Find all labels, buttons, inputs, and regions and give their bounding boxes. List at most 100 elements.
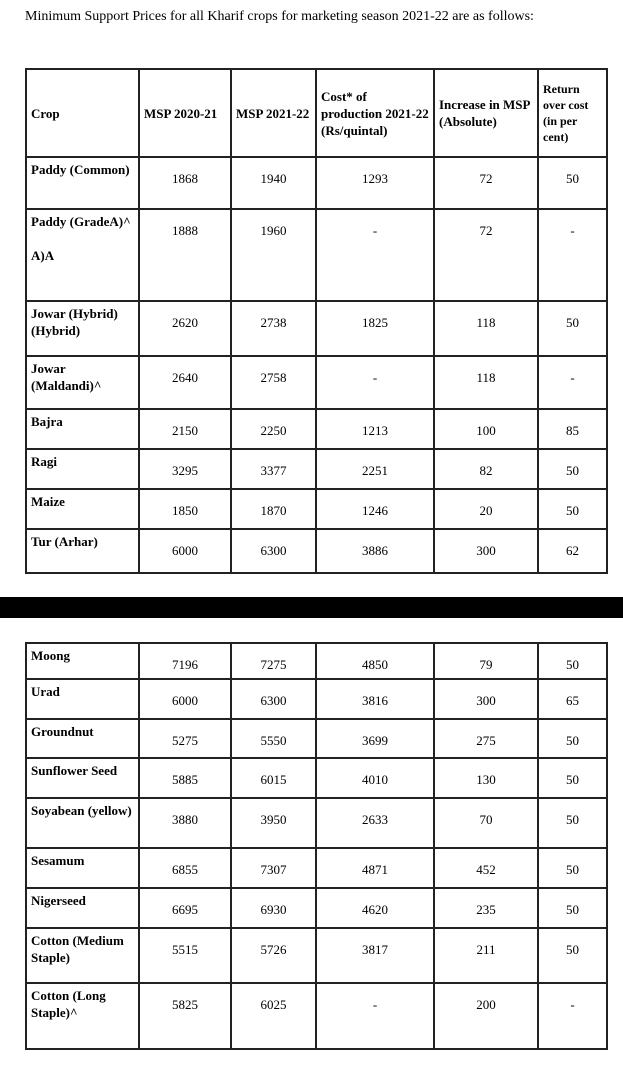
value-cell: -	[537, 982, 608, 1050]
table-row: Nigerseed 6695 6930 4620 235 50	[25, 887, 608, 929]
value-cell: 118	[433, 300, 539, 357]
value-cell: 50	[537, 156, 608, 210]
value-cell: 6300	[230, 528, 317, 574]
value-cell: 82	[433, 448, 539, 490]
value-cell: 50	[537, 718, 608, 759]
value-cell: 6000	[138, 678, 232, 720]
table-row: Tur (Arhar) 6000 6300 3886 300 62	[25, 528, 608, 574]
value-cell: 7196	[138, 642, 232, 680]
crop-cell: Moong	[25, 642, 140, 680]
value-cell: 300	[433, 678, 539, 720]
page-separator	[0, 597, 623, 618]
table-row: Cotton (Medium Staple) 5515 5726 3817 211 50	[25, 927, 608, 984]
value-cell: 3886	[315, 528, 435, 574]
table-row: Sunflower Seed 5885 6015 4010 130 50	[25, 757, 608, 799]
value-cell: 1850	[138, 488, 232, 530]
value-cell: 72	[433, 208, 539, 302]
crop-cell: Sesamum	[25, 847, 140, 889]
value-cell: 6855	[138, 847, 232, 889]
value-cell: 85	[537, 408, 608, 450]
intro-text: Minimum Support Prices for all Kharif cr…	[25, 9, 534, 24]
value-cell: -	[315, 355, 435, 410]
value-cell: 3817	[315, 927, 435, 984]
header-cost: Cost* of production 2021-22 (Rs/quintal)	[315, 68, 435, 158]
crop-cell: Jowar (Maldandi)^	[25, 355, 140, 410]
crop-cell: Paddy (Common)	[25, 156, 140, 210]
value-cell: 50	[537, 757, 608, 799]
value-cell: 7307	[230, 847, 317, 889]
table-row: Jowar (Hybrid) (Hybrid) 2620 2738 1825 118 50	[25, 300, 608, 357]
value-cell: 3377	[230, 448, 317, 490]
value-cell: 275	[433, 718, 539, 759]
value-cell: 1888	[138, 208, 232, 302]
table-row: Paddy (Common) 1868 1940 1293 72 50	[25, 156, 608, 210]
value-cell: 211	[433, 927, 539, 984]
value-cell: 3880	[138, 797, 232, 849]
value-cell: 300	[433, 528, 539, 574]
value-cell: 6930	[230, 887, 317, 929]
value-cell: 200	[433, 982, 539, 1050]
crop-cell: Tur (Arhar)	[25, 528, 140, 574]
value-cell: 70	[433, 797, 539, 849]
value-cell: 4010	[315, 757, 435, 799]
value-cell: 5275	[138, 718, 232, 759]
value-cell: 2251	[315, 448, 435, 490]
crop-cell: Jowar (Hybrid) (Hybrid)	[25, 300, 140, 357]
table-row: Bajra 2150 2250 1213 100 85	[25, 408, 608, 450]
value-cell: 50	[537, 797, 608, 849]
value-cell: 6300	[230, 678, 317, 720]
crop-cell: Maize	[25, 488, 140, 530]
crop-cell: Ragi	[25, 448, 140, 490]
crop-cell: Urad	[25, 678, 140, 720]
value-cell: 6025	[230, 982, 317, 1050]
table-row: Ragi 3295 3377 2251 82 50	[25, 448, 608, 490]
value-cell: 5550	[230, 718, 317, 759]
crop-cell: Soyabean (yellow)	[25, 797, 140, 849]
value-cell: 50	[537, 488, 608, 530]
value-cell: -	[315, 982, 435, 1050]
value-cell: -	[315, 208, 435, 302]
value-cell: 4850	[315, 642, 435, 680]
msp-table-part-1: Crop MSP 2020-21 MSP 2021-22 Cost* of pr…	[25, 68, 608, 574]
table-row: Sesamum 6855 7307 4871 452 50	[25, 847, 608, 889]
header-msp-2021-22: MSP 2021-22	[230, 68, 317, 158]
value-cell: -	[537, 355, 608, 410]
value-cell: 1940	[230, 156, 317, 210]
value-cell: 1213	[315, 408, 435, 450]
value-cell: 5885	[138, 757, 232, 799]
table-row: Urad 6000 6300 3816 300 65	[25, 678, 608, 720]
value-cell: 1293	[315, 156, 435, 210]
value-cell: 50	[537, 448, 608, 490]
crop-cell: Cotton (Long Staple)^	[25, 982, 140, 1050]
value-cell: 3295	[138, 448, 232, 490]
header-crop: Crop	[25, 68, 140, 158]
value-cell: 3950	[230, 797, 317, 849]
value-cell: 2620	[138, 300, 232, 357]
table-row: Moong 7196 7275 4850 79 50	[25, 642, 608, 680]
table-row: Soyabean (yellow) 3880 3950 2633 70 50	[25, 797, 608, 849]
value-cell: 1246	[315, 488, 435, 530]
table-row: Cotton (Long Staple)^ 5825 6025-200-	[25, 982, 608, 1050]
value-cell: 50	[537, 847, 608, 889]
header-increase: Increase in MSP (Absolute)	[433, 68, 539, 158]
value-cell: 3699	[315, 718, 435, 759]
table-row: Groundnut 5275 5550 3699 275 50	[25, 718, 608, 759]
value-cell: 50	[537, 642, 608, 680]
value-cell: 1868	[138, 156, 232, 210]
value-cell: 1825	[315, 300, 435, 357]
header-msp-2020-21: MSP 2020-21	[138, 68, 232, 158]
value-cell: 6000	[138, 528, 232, 574]
value-cell: 1960	[230, 208, 317, 302]
value-cell: 20	[433, 488, 539, 530]
value-cell: 130	[433, 757, 539, 799]
value-cell: 4871	[315, 847, 435, 889]
value-cell: 79	[433, 642, 539, 680]
table-row: Jowar (Maldandi)^ 2640 2758-118-	[25, 355, 608, 410]
value-cell: 2633	[315, 797, 435, 849]
value-cell: 65	[537, 678, 608, 720]
value-cell: 118	[433, 355, 539, 410]
value-cell: 1870	[230, 488, 317, 530]
value-cell: 2150	[138, 408, 232, 450]
value-cell: 235	[433, 887, 539, 929]
value-cell: 2738	[230, 300, 317, 357]
